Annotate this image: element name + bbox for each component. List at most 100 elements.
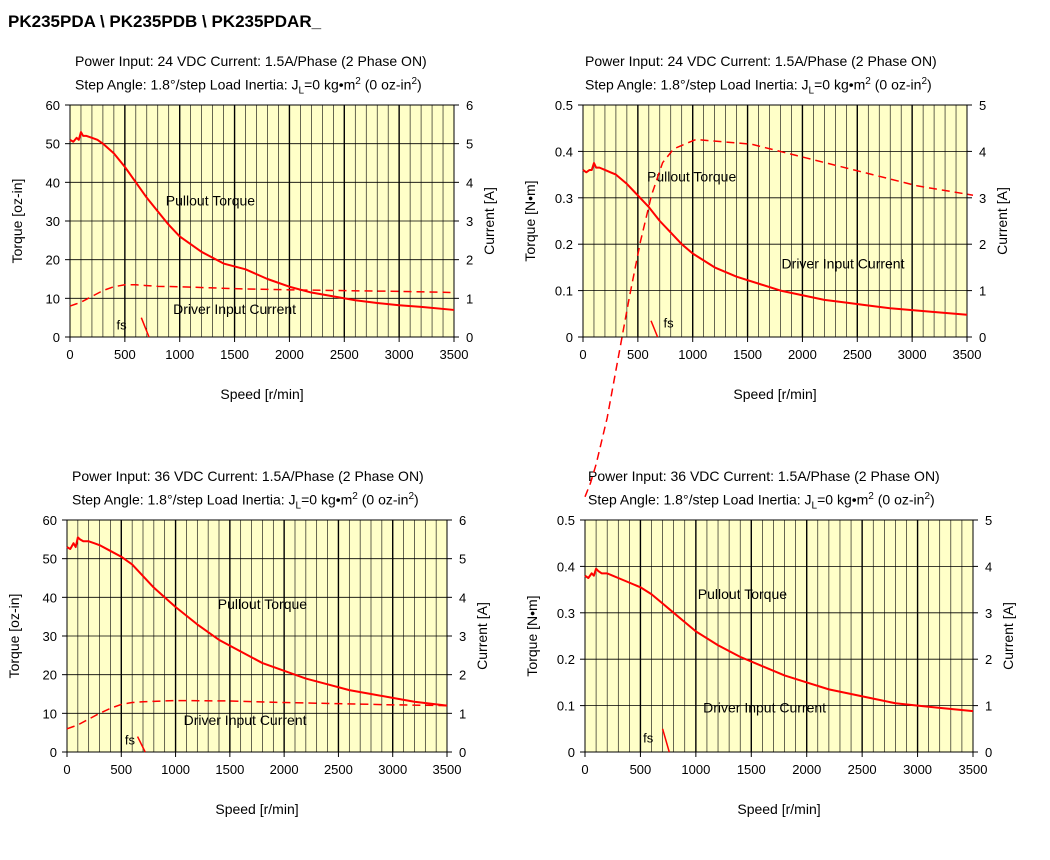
cond-mid2: (0 oz-in xyxy=(870,76,922,93)
curve-annotation: Pullout Torque xyxy=(218,596,307,612)
x-axis-label: Speed [r/min] xyxy=(220,386,303,402)
y2-tick-label: 3 xyxy=(985,606,992,621)
y2-tick-label: 2 xyxy=(985,652,992,667)
y-axis-label: Torque [oz-in] xyxy=(6,594,22,679)
y-tick-label: 0 xyxy=(53,330,60,345)
x-tick-label: 3500 xyxy=(433,762,462,777)
y2-tick-label: 1 xyxy=(979,284,986,299)
cond-prefix: Step Angle: 1.8°/step Load Inertia: J xyxy=(72,491,296,508)
x-tick-label: 3000 xyxy=(385,347,414,362)
y-tick-label: 60 xyxy=(43,513,57,528)
cond-prefix: Step Angle: 1.8°/step Load Inertia: J xyxy=(588,491,812,508)
plot-border xyxy=(584,519,974,753)
x-tick-label: 1500 xyxy=(220,347,249,362)
y-tick-label: 50 xyxy=(46,137,60,152)
conditions-line-2: Step Angle: 1.8°/step Load Inertia: JL=0… xyxy=(75,76,422,96)
y2-tick-label: 4 xyxy=(985,559,992,574)
y-tick-label: 50 xyxy=(43,552,57,567)
x-axis-label: Speed [r/min] xyxy=(733,386,816,402)
cond-sup2: 2 xyxy=(408,491,414,502)
cond-sup2: 2 xyxy=(924,491,930,502)
series-driver-input-current xyxy=(66,699,448,730)
y-tick-label: 0 xyxy=(50,745,57,760)
y-tick-label: 30 xyxy=(43,629,57,644)
y-tick-label: 20 xyxy=(46,253,60,268)
cond-sup: 2 xyxy=(865,76,871,87)
y2-tick-label: 5 xyxy=(985,513,992,528)
cond-sup2: 2 xyxy=(411,76,417,87)
x-tick-label: 500 xyxy=(114,347,136,362)
plot-area xyxy=(583,105,967,337)
x-tick-label: 3500 xyxy=(959,762,988,777)
y2-tick-label: 0 xyxy=(985,745,992,760)
series-driver-input-current xyxy=(584,138,974,498)
series-pullout-torque xyxy=(582,162,968,316)
cond-end: ) xyxy=(930,491,935,508)
fs-label: fs xyxy=(117,317,128,332)
y2-tick-label: 2 xyxy=(466,253,473,268)
y-tick-label: 0.4 xyxy=(557,559,575,574)
x-tick-label: 2000 xyxy=(270,762,299,777)
y2-tick-label: 3 xyxy=(459,629,466,644)
y-tick-label: 40 xyxy=(46,175,60,190)
x-tick-label: 2500 xyxy=(843,347,872,362)
cond-prefix: Step Angle: 1.8°/step Load Inertia: J xyxy=(75,76,299,93)
series-driver-input-current xyxy=(69,284,455,307)
x-tick-label: 2500 xyxy=(330,347,359,362)
y2-tick-label: 0 xyxy=(459,745,466,760)
x-tick-label: 500 xyxy=(630,762,652,777)
x-axis-label: Speed [r/min] xyxy=(215,801,298,817)
y2-tick-label: 5 xyxy=(466,137,473,152)
x-tick-label: 0 xyxy=(579,347,586,362)
x-tick-label: 2500 xyxy=(324,762,353,777)
y-tick-label: 0.5 xyxy=(555,98,573,113)
y-tick-label: 0.2 xyxy=(555,237,573,252)
chart-24v-oz-in: Power Input: 24 VDC Current: 1.5A/Phase … xyxy=(0,45,520,445)
page-title: PK235PDA \ PK235PDB \ PK235PDAR_ xyxy=(8,12,322,31)
fs-indicator-line xyxy=(661,728,670,753)
chart-24v-nm: Power Input: 24 VDC Current: 1.5A/Phase … xyxy=(510,45,1030,445)
y2-tick-label: 6 xyxy=(466,98,473,113)
y-tick-label: 20 xyxy=(43,668,57,683)
x-tick-label: 3500 xyxy=(953,347,982,362)
y2-tick-label: 5 xyxy=(979,98,986,113)
y2-tick-label: 1 xyxy=(466,291,473,306)
curve-annotation: Driver Input Current xyxy=(184,712,307,728)
y-tick-label: 0.4 xyxy=(555,144,573,159)
y2-tick-label: 0 xyxy=(979,330,986,345)
cond-mid: =0 kg•m xyxy=(304,76,356,93)
cond-prefix: Step Angle: 1.8°/step Load Inertia: J xyxy=(585,76,809,93)
y2-tick-label: 2 xyxy=(459,668,466,683)
fs-label: fs xyxy=(643,731,654,746)
series-pullout-torque xyxy=(69,131,455,311)
cond-sub: L xyxy=(808,85,815,97)
x-tick-label: 3000 xyxy=(903,762,932,777)
y2-tick-label: 3 xyxy=(979,191,986,206)
cond-end: ) xyxy=(927,76,932,93)
y-axis-label: Torque [N•m] xyxy=(524,595,540,676)
cond-sub: L xyxy=(295,500,302,512)
conditions-line-1: Power Input: 36 VDC Current: 1.5A/Phase … xyxy=(72,468,424,484)
series-pullout-torque xyxy=(584,567,974,713)
plot-area xyxy=(585,520,973,752)
cond-mid2: (0 oz-in xyxy=(357,491,409,508)
x-tick-label: 3000 xyxy=(378,762,407,777)
fs-indicator-line xyxy=(140,317,150,338)
plot-border xyxy=(582,104,968,338)
y2-tick-label: 3 xyxy=(466,214,473,229)
x-tick-label: 1000 xyxy=(165,347,194,362)
x-axis-label: Speed [r/min] xyxy=(737,801,820,817)
conditions-line-1: Power Input: 36 VDC Current: 1.5A/Phase … xyxy=(588,468,940,484)
cond-sup: 2 xyxy=(355,76,361,87)
y-tick-label: 10 xyxy=(43,706,57,721)
chart-svg: 0 500 1000 1500 2000 2500 3000 3500010203040506… xyxy=(9,98,497,402)
y-tick-label: 0.3 xyxy=(555,191,573,206)
x-tick-label: 0 xyxy=(66,347,73,362)
fs-indicator-line xyxy=(650,320,659,338)
cond-sub: L xyxy=(298,85,305,97)
y2-tick-label: 0 xyxy=(466,330,473,345)
x-tick-label: 1500 xyxy=(215,762,244,777)
x-tick-label: 0 xyxy=(63,762,70,777)
curve-annotation: Driver Input Current xyxy=(782,255,905,271)
y2-tick-label: 5 xyxy=(459,552,466,567)
